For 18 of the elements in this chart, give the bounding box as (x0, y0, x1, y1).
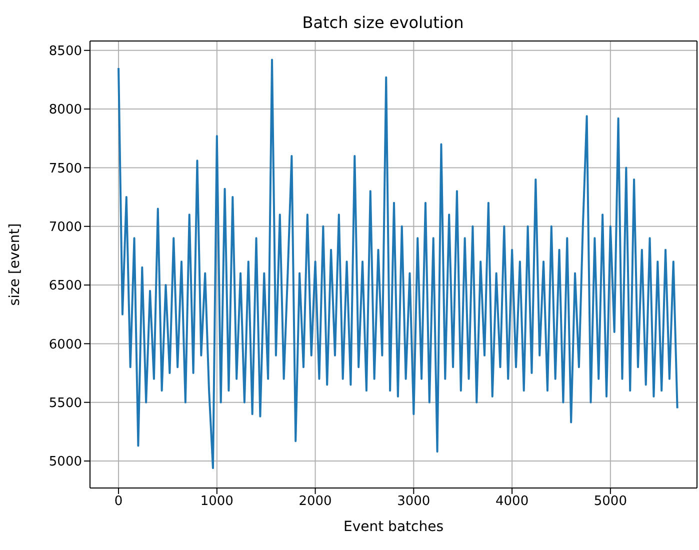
y-tick-label: 5000 (48, 454, 82, 470)
x-axis-title: Event batches (344, 519, 444, 535)
x-tick-label: 5000 (594, 494, 627, 510)
x-tick-label: 2000 (298, 494, 332, 510)
y-tick-label: 7500 (48, 161, 82, 176)
y-tick-label: 7000 (48, 220, 82, 235)
x-tick-label: 0 (114, 494, 123, 510)
y-axis-title: size [event] (6, 223, 23, 306)
y-tick-label: 6500 (48, 278, 82, 294)
y-tick-label: 6000 (48, 337, 82, 352)
x-tick-label: 1000 (200, 494, 234, 510)
line-series (118, 58, 678, 470)
y-tick-label: 8000 (48, 102, 82, 118)
y-tick-label: 8500 (48, 44, 82, 59)
x-tick-label: 4000 (496, 494, 529, 510)
chart-title: Batch size evolution (301, 12, 465, 34)
y-tick-label: 5500 (48, 396, 82, 411)
x-tick-label: 3000 (397, 494, 430, 510)
